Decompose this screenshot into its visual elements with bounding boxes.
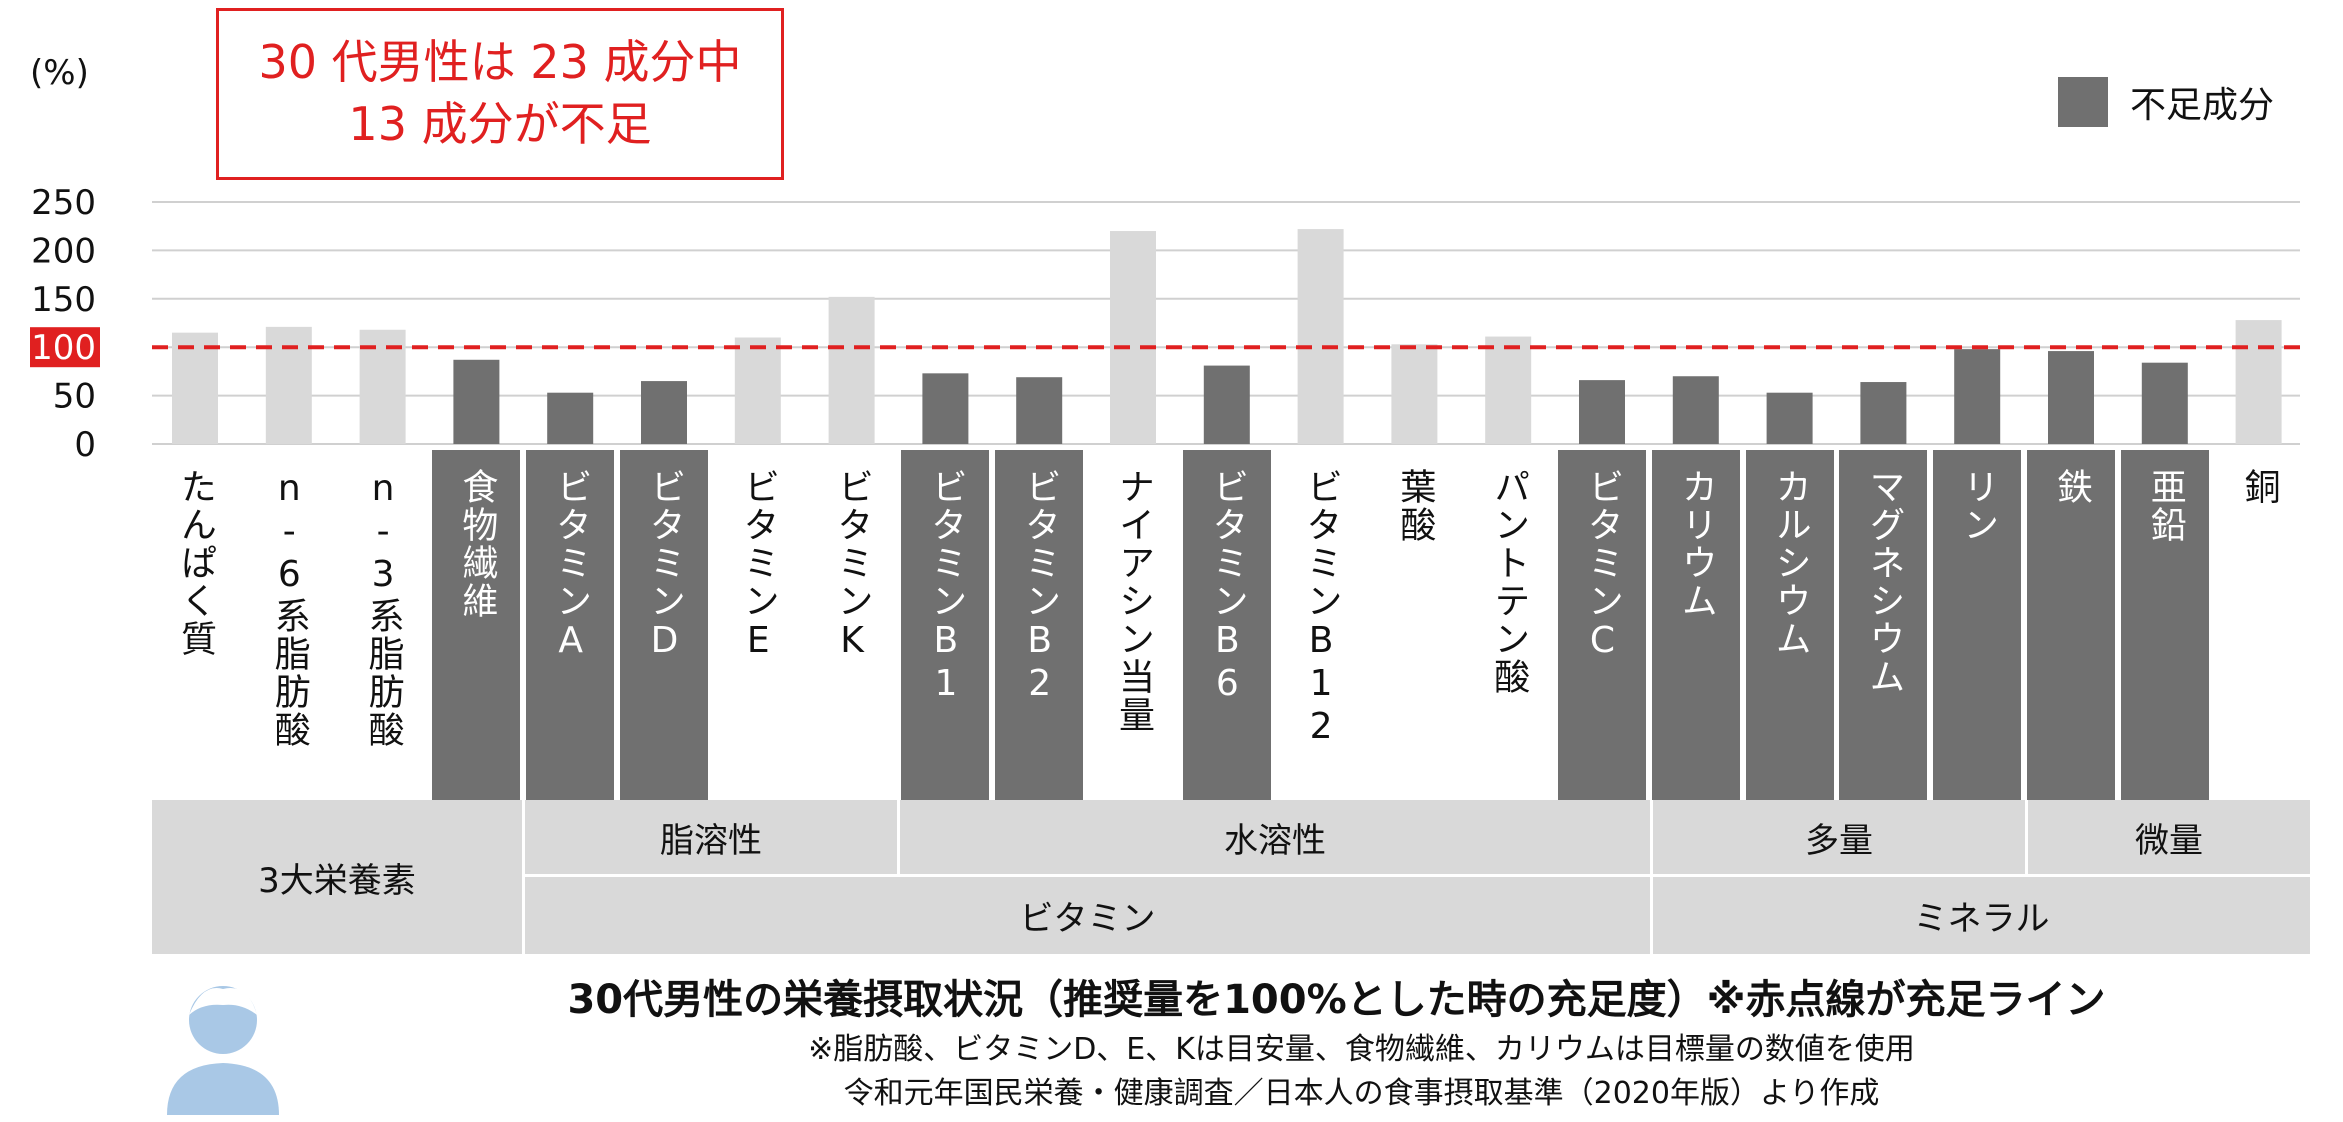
- bar: [1766, 392, 1813, 444]
- category-label: n-3系脂肪酸: [339, 450, 427, 800]
- legend-label: 不足成分: [2130, 85, 2275, 126]
- bar: [828, 296, 875, 444]
- bar: [1485, 336, 1532, 444]
- group-mineral: ミネラル: [1653, 877, 2310, 954]
- category-label: ビタミンC: [1558, 450, 1646, 800]
- category-label-text: ビタミンB6: [1206, 468, 1248, 706]
- footer-note-2: 令和元年国民栄養・健康調査／日本人の食事摂取基準（2020年版）より作成: [843, 1076, 1880, 1111]
- y-tick-label: 100: [31, 328, 96, 368]
- y-tick-label: 200: [31, 231, 96, 271]
- bar: [1391, 344, 1438, 444]
- category-label-text: カルシウム: [1769, 468, 1811, 658]
- legend-swatch-deficient: [2058, 77, 2108, 127]
- category-label: リン: [1933, 450, 2022, 800]
- bar: [1297, 229, 1344, 444]
- category-label-text: 鉄: [2051, 468, 2092, 506]
- bar: [641, 381, 687, 444]
- category-label-text: 亜鉛: [2144, 468, 2186, 544]
- category-label: ビタミンE: [714, 450, 802, 800]
- bar: [1954, 349, 2001, 444]
- category-label-text: カリウム: [1675, 468, 1717, 620]
- group-trace-mineral: 微量: [2028, 800, 2310, 874]
- summary-callout: 30 代男性は 23 成分中 13 成分が不足: [216, 8, 784, 180]
- bar: [734, 337, 781, 444]
- category-label-text: マグネシウム: [1863, 468, 1905, 696]
- category-label: ビタミンD: [620, 450, 708, 800]
- person-icon: [167, 986, 279, 1115]
- category-labels: たんぱく質 n-6系脂肪酸 n-3系脂肪酸 食物繊維 ビタミンA ビタミンD ビタミンE ビタ…: [0, 450, 2343, 800]
- category-label: ビタミンA: [526, 450, 615, 800]
- bar: [547, 392, 594, 444]
- category-label-text: ビタミンE: [737, 468, 779, 663]
- bar: [453, 359, 500, 444]
- category-label-text: ビタミンK: [831, 468, 873, 663]
- category-label-text: ビタミンD: [644, 468, 685, 663]
- category-label: ビタミンB12: [1277, 450, 1365, 800]
- group-macro: 3大栄養素: [152, 800, 522, 954]
- category-label: ナイアシン当量: [1089, 450, 1177, 800]
- category-label-text: n-6系脂肪酸: [268, 468, 310, 749]
- category-label: 鉄: [2027, 450, 2115, 800]
- category-label-text: ビタミンB2: [1019, 468, 1061, 706]
- bar: [1203, 365, 1250, 444]
- threshold-tick-highlight: [30, 327, 100, 368]
- y-tick-label: 250: [31, 183, 96, 223]
- category-label-text: ビタミンC: [1582, 468, 1623, 663]
- category-label-text: ナイアシン当量: [1113, 468, 1154, 734]
- category-label-text: ビタミンB12: [1300, 468, 1342, 749]
- category-label: ビタミンB1: [901, 450, 990, 800]
- category-label: カリウム: [1651, 450, 1740, 800]
- category-label: パントテン酸: [1464, 450, 1552, 800]
- y-tick-label: 150: [31, 280, 96, 320]
- category-label-text: ビタミンB1: [925, 468, 967, 706]
- legend: 不足成分: [2058, 76, 2274, 128]
- bar: [1860, 382, 1907, 444]
- category-label-text: パントテン酸: [1488, 468, 1530, 696]
- bar: [1672, 376, 1719, 444]
- callout-line-2: 13 成分が不足: [348, 97, 652, 151]
- category-label: 葉酸: [1370, 450, 1458, 800]
- category-label: 亜鉛: [2120, 450, 2209, 800]
- category-label: カルシウム: [1745, 450, 1834, 800]
- bar: [172, 332, 218, 444]
- group-water-soluble: 水溶性: [900, 800, 1650, 874]
- category-label: ビタミンB6: [1182, 450, 1271, 800]
- y-tick-label: 50: [53, 377, 96, 417]
- category-label-text: リン: [1957, 468, 1999, 544]
- bar: [2048, 351, 2094, 444]
- category-label-text: ビタミンA: [550, 468, 592, 663]
- bar: [922, 373, 969, 444]
- category-label-text: n-3系脂肪酸: [362, 468, 404, 749]
- category-label: たんぱく質: [151, 450, 239, 800]
- footer-note-1: ※脂肪酸、ビタミンD、E、Kは目安量、食物繊維、カリウムは目標量の数値を使用: [808, 1032, 1915, 1067]
- category-label-text: たんぱく質: [175, 468, 216, 658]
- bar: [1110, 231, 1156, 444]
- bar: [1579, 380, 1625, 444]
- group-fat-soluble: 脂溶性: [525, 800, 897, 874]
- y-axis-unit: (%): [30, 53, 89, 93]
- callout-line-1: 30 代男性は 23 成分中: [258, 35, 742, 89]
- category-label: n-6系脂肪酸: [245, 450, 333, 800]
- bar-chart: 0 50 100 150 200 250 (%): [30, 53, 2300, 460]
- y-tick-label: 0: [74, 425, 96, 460]
- footer-title: 30代男性の栄養摂取状況（推奨量を100%とした時の充足度）※赤点線が充足ライン: [567, 977, 2106, 1023]
- bar: [1016, 377, 1063, 444]
- category-label: ビタミンK: [808, 450, 896, 800]
- category-label-text: 葉酸: [1394, 468, 1436, 544]
- category-label: 銅: [2215, 450, 2303, 800]
- category-groups: 3大栄養素 脂溶性 水溶性 多量 微量 ビタミン ミネラル: [152, 800, 2310, 954]
- bar: [265, 326, 312, 444]
- category-label: マグネシウム: [1839, 450, 1928, 800]
- bar: [2141, 362, 2188, 444]
- category-label: ビタミンB2: [995, 450, 1084, 800]
- group-vitamin: ビタミン: [525, 877, 1650, 954]
- bar: [2235, 320, 2282, 444]
- category-label-text: 銅: [2238, 468, 2280, 506]
- category-label: 食物繊維: [432, 450, 521, 800]
- category-label-text: 食物繊維: [456, 468, 498, 620]
- group-major-mineral: 多量: [1653, 800, 2025, 874]
